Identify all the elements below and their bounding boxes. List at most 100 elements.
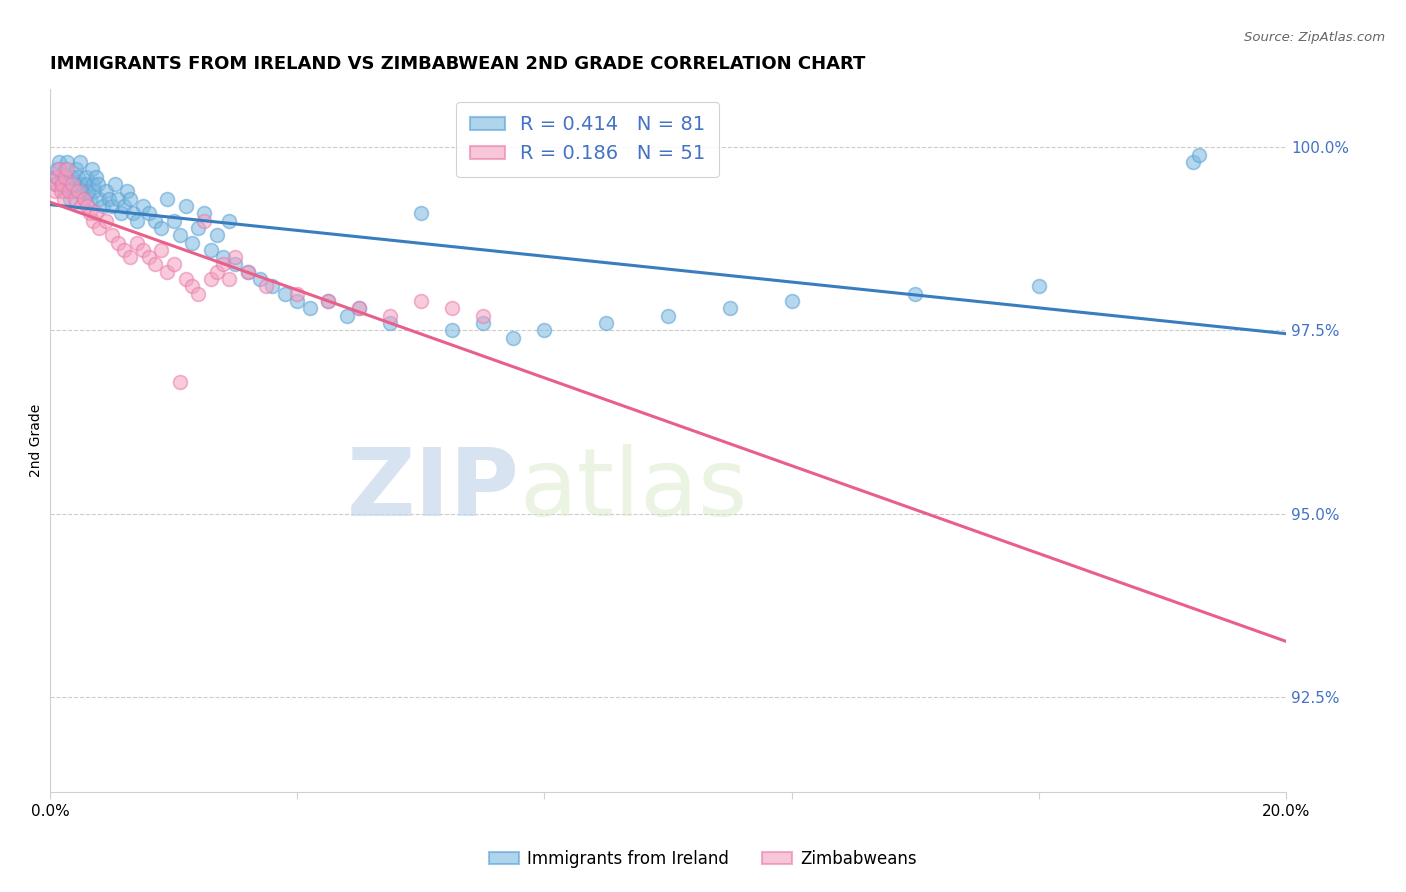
Point [49,184,72,198]
Point [125,235,148,250]
Point [378,309,401,323]
Point [316,294,339,309]
Point [65,162,87,177]
Point [471,309,494,323]
Point [89,220,111,235]
Point [94,213,117,227]
Point [91,199,114,213]
Point [193,213,215,227]
Point [236,265,259,279]
Point [205,228,228,243]
Point [70,199,93,213]
Point [62,184,84,198]
Text: Source: ZipAtlas.com: Source: ZipAtlas.com [1244,31,1385,45]
Point [51,177,73,191]
Point [82,213,104,227]
Point [66,184,89,198]
Point [59,192,82,206]
Point [254,279,277,293]
Point [200,243,222,257]
Point [285,294,308,309]
Point [409,294,432,309]
Point [51,169,73,184]
Point [718,301,741,316]
Point [336,309,359,323]
Legend: Immigrants from Ireland, Zimbabweans: Immigrants from Ireland, Zimbabweans [482,844,924,875]
Point [112,199,135,213]
Point [45,169,67,184]
Point [131,243,153,257]
Point [440,301,463,316]
Point [274,286,297,301]
Point [55,169,77,184]
Point [69,154,91,169]
Point [45,177,67,191]
Text: atlas: atlas [520,443,748,536]
Point [156,192,179,206]
Point [82,177,104,191]
Point [174,199,197,213]
Point [66,169,89,184]
Point [104,177,127,191]
Point [1188,147,1211,161]
Point [471,316,494,330]
Point [86,206,108,220]
Point [89,192,111,206]
Y-axis label: 2nd Grade: 2nd Grade [30,404,44,477]
Point [80,162,103,177]
Point [49,177,72,191]
Point [409,206,432,220]
Point [44,184,66,198]
Point [60,177,83,191]
Point [107,235,129,250]
Point [58,184,80,198]
Point [63,177,86,191]
Point [76,199,98,213]
Point [595,316,617,330]
Point [262,279,284,293]
Point [117,184,139,198]
Point [48,162,70,177]
Point [212,258,235,272]
Point [101,199,124,213]
Text: IMMIGRANTS FROM IRELAND VS ZIMBABWEAN 2ND GRADE CORRELATION CHART: IMMIGRANTS FROM IRELAND VS ZIMBABWEAN 2N… [51,55,865,73]
Point [58,177,80,191]
Point [122,206,145,220]
Point [200,272,222,286]
Point [1028,279,1050,293]
Point [150,243,173,257]
Point [131,199,153,213]
Point [904,286,927,301]
Text: ZIP: ZIP [347,443,520,536]
Point [533,323,555,337]
Point [224,250,246,264]
Point [55,162,77,177]
Point [52,184,75,198]
Point [657,309,679,323]
Point [187,220,209,235]
Point [218,213,240,227]
Point [79,206,101,220]
Point [125,213,148,227]
Point [143,258,166,272]
Point [79,192,101,206]
Point [193,206,215,220]
Point [298,301,321,316]
Point [73,192,96,206]
Point [169,228,191,243]
Point [63,192,86,206]
Point [46,162,69,177]
Point [162,213,184,227]
Point [73,192,96,206]
Point [249,272,271,286]
Point [143,213,166,227]
Point [44,177,66,191]
Point [138,206,160,220]
Point [70,184,93,198]
Point [120,250,142,264]
Point [101,228,124,243]
Point [76,177,98,191]
Point [46,169,69,184]
Point [56,154,79,169]
Point [347,301,370,316]
